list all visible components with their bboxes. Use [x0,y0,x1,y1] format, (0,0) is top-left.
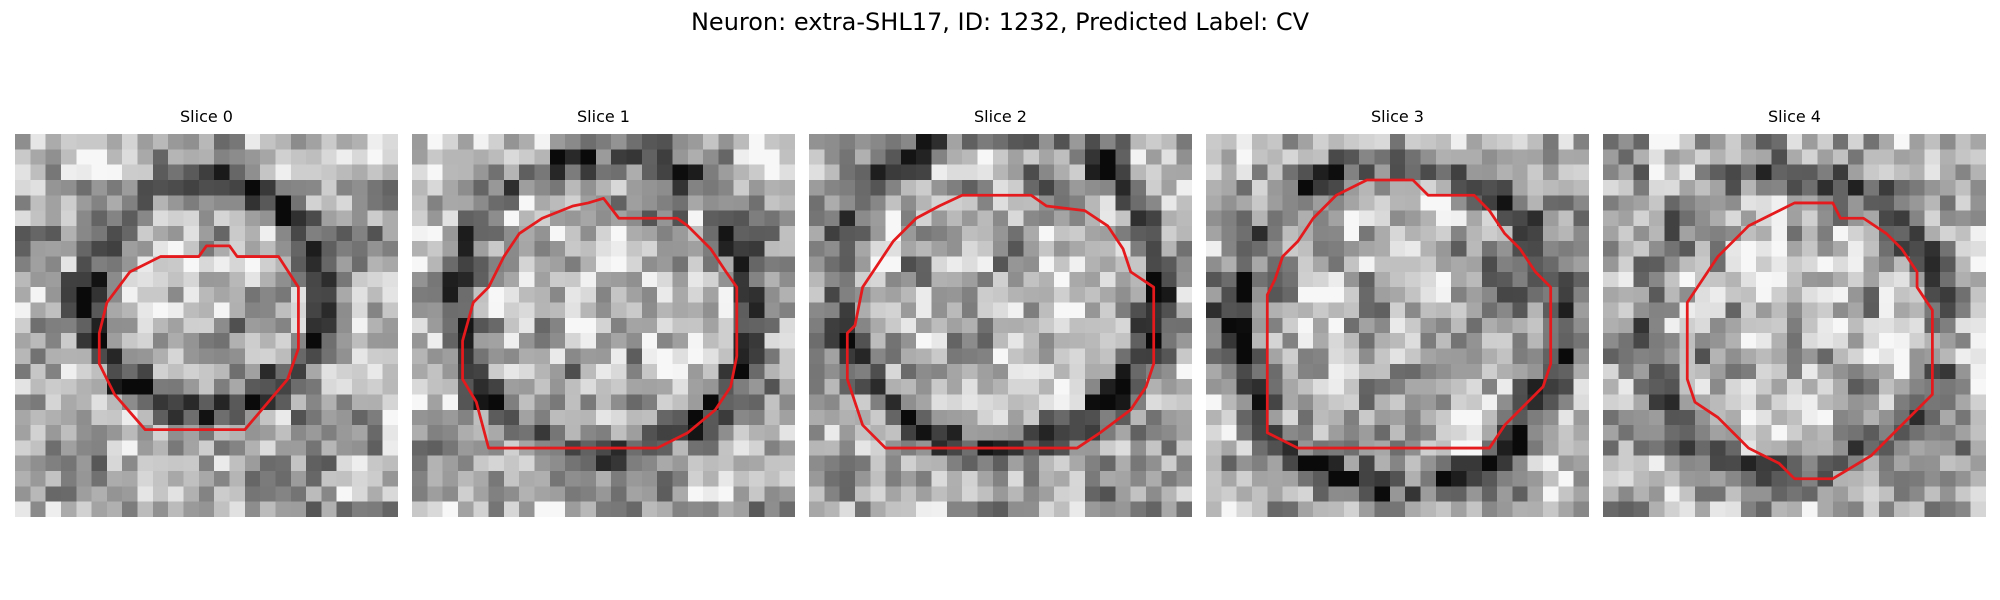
neuron-contour-outline [1265,178,1553,450]
grayscale-microscopy-image-icon [1206,134,1589,517]
grayscale-microscopy-image-icon [15,134,398,517]
slice-panel-3: Slice 3 [1206,107,1589,517]
slice-image-4 [1603,134,1986,517]
slice-title-2: Slice 2 [974,107,1027,126]
slice-panel-4: Slice 4 [1603,107,1986,517]
slice-image-2 [809,134,1192,517]
slice-image-3 [1206,134,1589,517]
neuron-contour-outline [461,196,739,450]
slice-title-0: Slice 0 [180,107,233,126]
neuron-contour-outline [845,193,1156,450]
slice-panel-1: Slice 1 [412,107,795,517]
slice-title-1: Slice 1 [577,107,630,126]
grayscale-microscopy-image-icon [1603,134,1986,517]
slice-image-0 [15,134,398,517]
slice-title-4: Slice 4 [1768,107,1821,126]
slice-image-1 [412,134,795,517]
grayscale-microscopy-image-icon [412,134,795,517]
slice-panel-0: Slice 0 [15,107,398,517]
neuron-contour-outline [97,244,300,432]
figure-title: Neuron: extra-SHL17, ID: 1232, Predicted… [690,8,1310,36]
slice-title-3: Slice 3 [1371,107,1424,126]
grayscale-microscopy-image-icon [809,134,1192,517]
slice-panel-2: Slice 2 [809,107,1192,517]
neuron-contour-outline [1685,201,1934,481]
